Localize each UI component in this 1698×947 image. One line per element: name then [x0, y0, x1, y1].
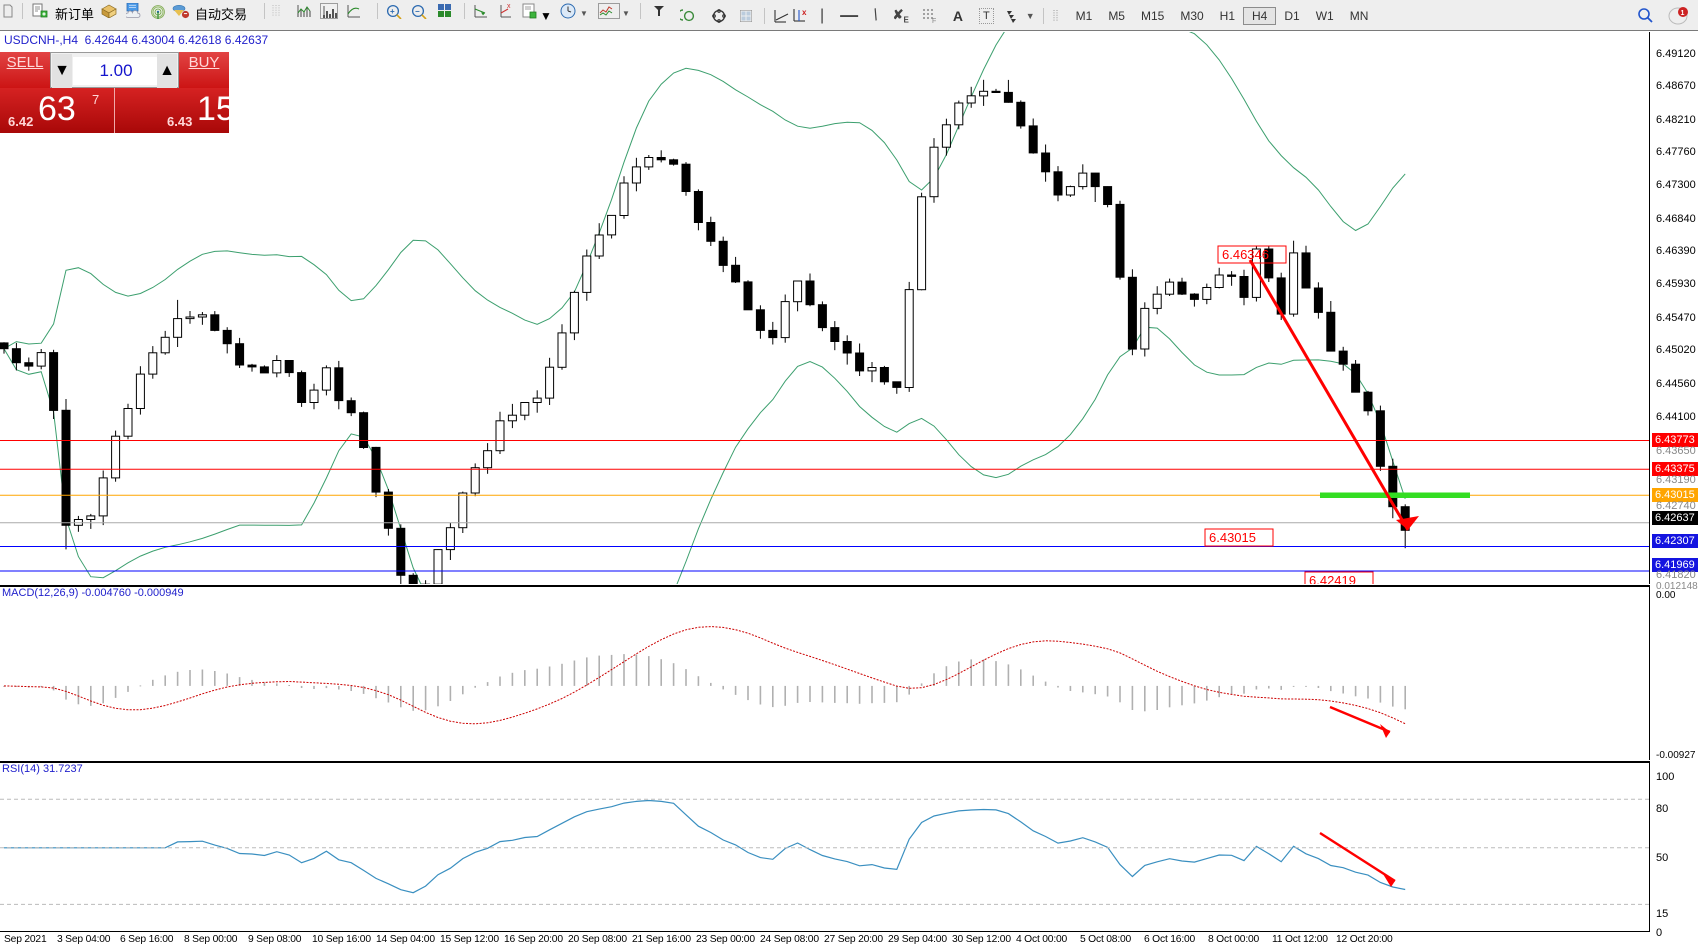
- svg-text:MACD(12,26,9) -0.004760 -0.000: MACD(12,26,9) -0.004760 -0.000949: [2, 587, 184, 599]
- svg-text:F: F: [932, 18, 936, 23]
- svg-text:6.43015: 6.43015: [1209, 530, 1256, 545]
- svg-text:RSI(14) 31.7237: RSI(14) 31.7237: [2, 763, 83, 775]
- svg-text:6.42419: 6.42419: [1309, 573, 1356, 584]
- svg-text:x: x: [802, 8, 807, 17]
- svg-text:1: 1: [1681, 10, 1685, 17]
- svg-text:6.46346: 6.46346: [1222, 247, 1269, 262]
